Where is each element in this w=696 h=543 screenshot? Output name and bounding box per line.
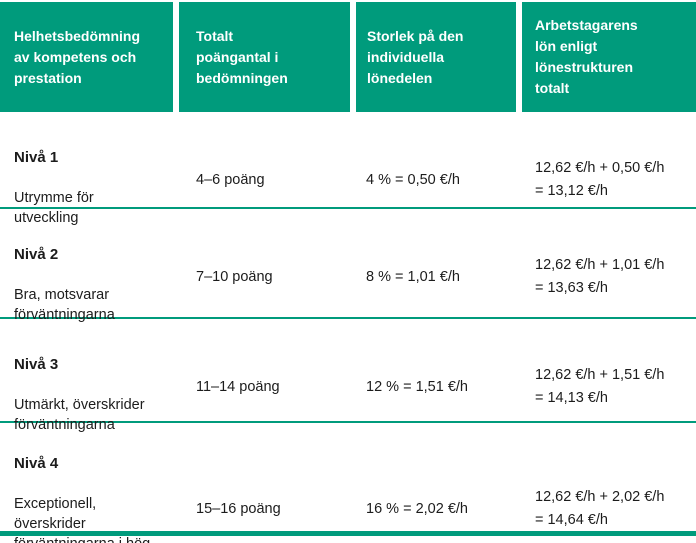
share-cell: 16 % = 2,02 €/h — [366, 500, 468, 517]
share-cell: 4 % = 0,50 €/h — [366, 172, 460, 188]
table-row-level-2: Nivå 2 Bra, motsvarar förväntningarna 7–… — [0, 209, 696, 323]
level-label: Nivå 2 — [14, 246, 59, 263]
total-pay-cell: 12,62 €/h + 2,02 €/h = 14,64 €/h — [535, 488, 665, 528]
points-cell: 7–10 poäng — [196, 269, 273, 285]
points-cell: 4–6 poäng — [196, 172, 265, 188]
level-description: Bra, motsvarar förväntningarna — [14, 287, 115, 323]
total-pay-cell: 12,62 €/h + 0,50 €/h = 13,12 €/h — [535, 160, 665, 199]
level-description: Utrymme för utveckling — [14, 190, 94, 226]
header-cell-overall-assessment: Helhetsbedömning av kompetens och presta… — [0, 2, 173, 112]
level-cell: Nivå 3 Utmärkt, överskrider förväntninga… — [0, 319, 173, 455]
share-cell: 8 % = 1,01 €/h — [366, 269, 460, 285]
level-cell: Nivå 2 Bra, motsvarar förväntningarna — [0, 209, 173, 345]
table-row-level-1: Nivå 1 Utrymme för utveckling 4–6 poäng … — [0, 112, 696, 226]
level-label: Nivå 4 — [14, 455, 59, 472]
level-label: Nivå 1 — [14, 149, 59, 166]
level-label: Nivå 3 — [14, 356, 59, 373]
table-row-level-3: Nivå 3 Utmärkt, överskrider förväntninga… — [0, 319, 696, 433]
points-cell: 11–14 poäng — [196, 379, 280, 395]
table-header: Helhetsbedömning av kompetens och presta… — [0, 2, 696, 112]
total-pay-cell: 12,62 €/h + 1,01 €/h = 13,63 €/h — [535, 257, 665, 296]
level-description: Utmärkt, överskrider förväntningarna — [14, 397, 145, 433]
header-cell-total-pay: Arbetstagarens lön enligt lönestrukturen… — [522, 2, 696, 112]
header-cell-total-points: Totalt poängantal i bedömningen — [179, 2, 350, 112]
total-pay-cell: 12,62 €/h + 1,51 €/h = 14,13 €/h — [535, 367, 665, 406]
points-cell: 15–16 poäng — [196, 500, 281, 517]
table-row-level-4: Nivå 4 Exceptionell, överskrider förvänt… — [0, 423, 696, 543]
level-cell: Nivå 1 Utrymme för utveckling — [0, 112, 173, 248]
share-cell: 12 % = 1,51 €/h — [366, 379, 468, 395]
level-description: Exceptionell, överskrider förväntningarn… — [14, 496, 150, 543]
header-cell-individual-share: Storlek på den individuella lönedelen — [356, 2, 516, 112]
level-cell: Nivå 4 Exceptionell, överskrider förvänt… — [0, 423, 173, 543]
